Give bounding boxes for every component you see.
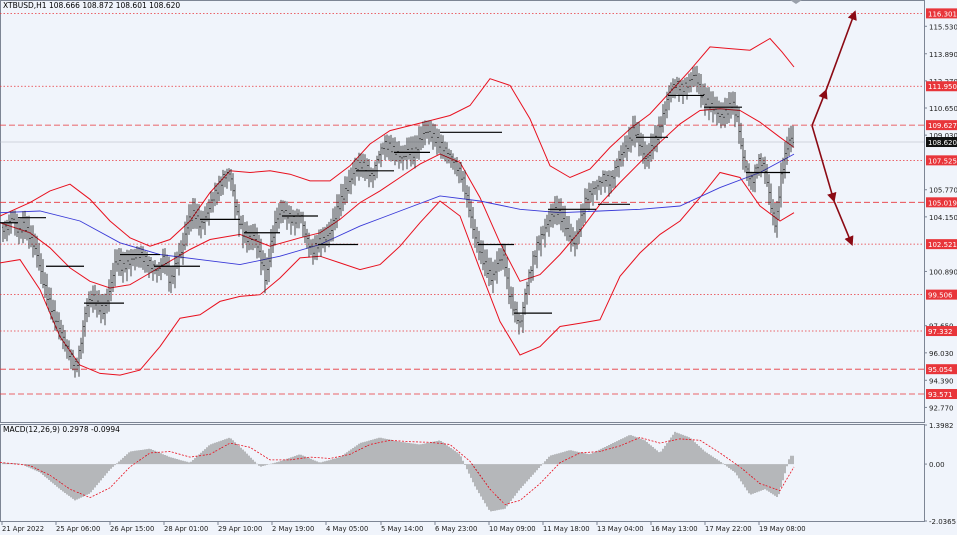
- time-tick-label: 17 May 22:00: [705, 525, 752, 533]
- time-tick-label: 29 Apr 10:00: [218, 525, 262, 533]
- level-label: 107.525: [928, 157, 957, 165]
- price-tick-label: 104.150: [929, 214, 957, 222]
- fractal-levels: [0, 94, 790, 314]
- price-axis[interactable]: 115.530113.890112.270110.650109.030105.7…: [924, 8, 957, 412]
- level-tag: [926, 326, 957, 337]
- macd-tick-label: 1.3982: [929, 422, 954, 430]
- time-tick-label: 5 May 14:00: [381, 525, 423, 533]
- current-price-label: 108.620: [928, 139, 957, 147]
- time-tick-label: 19 May 08:00: [759, 525, 806, 533]
- macd-panel[interactable]: MACD(12,26,9) 0.2978 -0.0994: [0, 424, 925, 522]
- level-label: 97.332: [928, 328, 953, 336]
- forecast-arrow: [833, 200, 854, 246]
- level-tag: [926, 389, 957, 400]
- time-tick-label: 11 May 18:00: [543, 525, 590, 533]
- level-label: 111.950: [928, 83, 957, 91]
- macd-histogram: [2, 431, 794, 512]
- macd-title: MACD(12,26,9) 0.2978 -0.0994: [3, 425, 120, 434]
- macd-panel-border: [0, 424, 925, 522]
- level-tag: [926, 8, 957, 19]
- macd-axis[interactable]: 1.3982 0.00 -2.0365: [924, 422, 956, 526]
- moving-average-line: [0, 153, 795, 266]
- level-tag: [926, 120, 957, 131]
- signal-line: [0, 437, 795, 506]
- level-tag: [926, 155, 957, 166]
- price-levels: [0, 12, 924, 395]
- level-label: 102.521: [928, 241, 957, 249]
- macd-signal-line: [0, 437, 795, 506]
- price-tick-label: 115.530: [929, 23, 957, 31]
- forecast-arrow: [811, 88, 828, 126]
- time-tick-label: 6 May 23:00: [435, 525, 477, 533]
- scroll-indicator-icon[interactable]: [790, 0, 802, 4]
- level-tag: [926, 364, 957, 375]
- level-label: 99.506: [928, 292, 953, 300]
- current-price-tag: [926, 137, 957, 148]
- level-label: 109.627: [928, 122, 957, 130]
- price-tick-label: 109.030: [929, 132, 957, 140]
- level-label: 95.054: [928, 366, 953, 374]
- price-tick-label: 94.390: [929, 377, 954, 385]
- price-tick-label: 110.650: [929, 105, 957, 113]
- time-tick-label: 25 Apr 06:00: [56, 525, 100, 533]
- middle-band-line: [0, 108, 795, 289]
- price-bars: [2, 65, 794, 378]
- time-tick-label: 2 May 19:00: [272, 525, 314, 533]
- forecast-arrow: [825, 10, 857, 91]
- price-tick-label: 105.770: [929, 187, 957, 195]
- chart-title: XTBUSD,H1 108.666 108.872 108.601 108.62…: [3, 1, 180, 10]
- macd-tick-label: -2.0365: [929, 518, 956, 526]
- time-tick-label: 10 May 09:00: [489, 525, 536, 533]
- price-tick-label: 100.890: [929, 268, 957, 276]
- time-tick-label: 13 May 04:00: [597, 525, 644, 533]
- forecast-arrow: [811, 125, 837, 203]
- time-tick-label: 26 Apr 15:00: [110, 525, 154, 533]
- time-tick-label: 28 Apr 01:00: [164, 525, 208, 533]
- macd-tick-label: 0.00: [929, 461, 945, 469]
- level-tag: [926, 239, 957, 250]
- price-panel-border: [0, 0, 925, 423]
- price-tick-label: 92.770: [929, 404, 954, 412]
- time-axis[interactable]: 21 Apr 2022 25 Apr 06:00 26 Apr 15:00 28 Ap…: [1, 522, 806, 533]
- lower-band-line: [0, 171, 795, 376]
- time-tick-label: 21 Apr 2022: [2, 525, 44, 533]
- level-label: 105.019: [928, 199, 957, 207]
- price-tick-label: 96.030: [929, 350, 954, 358]
- forecast-arrows: [811, 10, 857, 246]
- level-tag: [926, 81, 957, 92]
- price-tick-label: 113.890: [929, 51, 957, 59]
- level-tag: [926, 289, 957, 300]
- level-label: 116.301: [928, 10, 957, 18]
- price-panel[interactable]: XTBUSD,H1 108.666 108.872 108.601 108.62…: [0, 0, 925, 423]
- time-tick-label: 16 May 13:00: [651, 525, 698, 533]
- level-tag: [926, 197, 957, 208]
- time-tick-label: 4 May 05:00: [326, 525, 368, 533]
- level-label: 93.571: [928, 391, 953, 399]
